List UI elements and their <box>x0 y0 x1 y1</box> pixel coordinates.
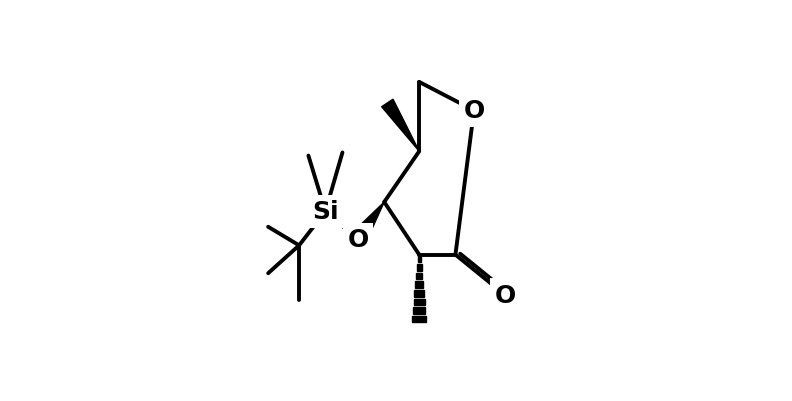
Text: O: O <box>463 99 485 123</box>
Polygon shape <box>413 308 425 314</box>
Polygon shape <box>415 282 423 288</box>
Text: O: O <box>494 283 516 307</box>
Polygon shape <box>414 290 424 297</box>
Polygon shape <box>417 256 421 263</box>
Polygon shape <box>413 299 425 306</box>
Polygon shape <box>412 316 426 322</box>
Text: O: O <box>348 228 368 251</box>
Polygon shape <box>416 273 422 279</box>
Polygon shape <box>358 203 384 235</box>
Polygon shape <box>417 265 421 271</box>
Text: Si: Si <box>312 200 339 224</box>
Polygon shape <box>382 100 419 152</box>
